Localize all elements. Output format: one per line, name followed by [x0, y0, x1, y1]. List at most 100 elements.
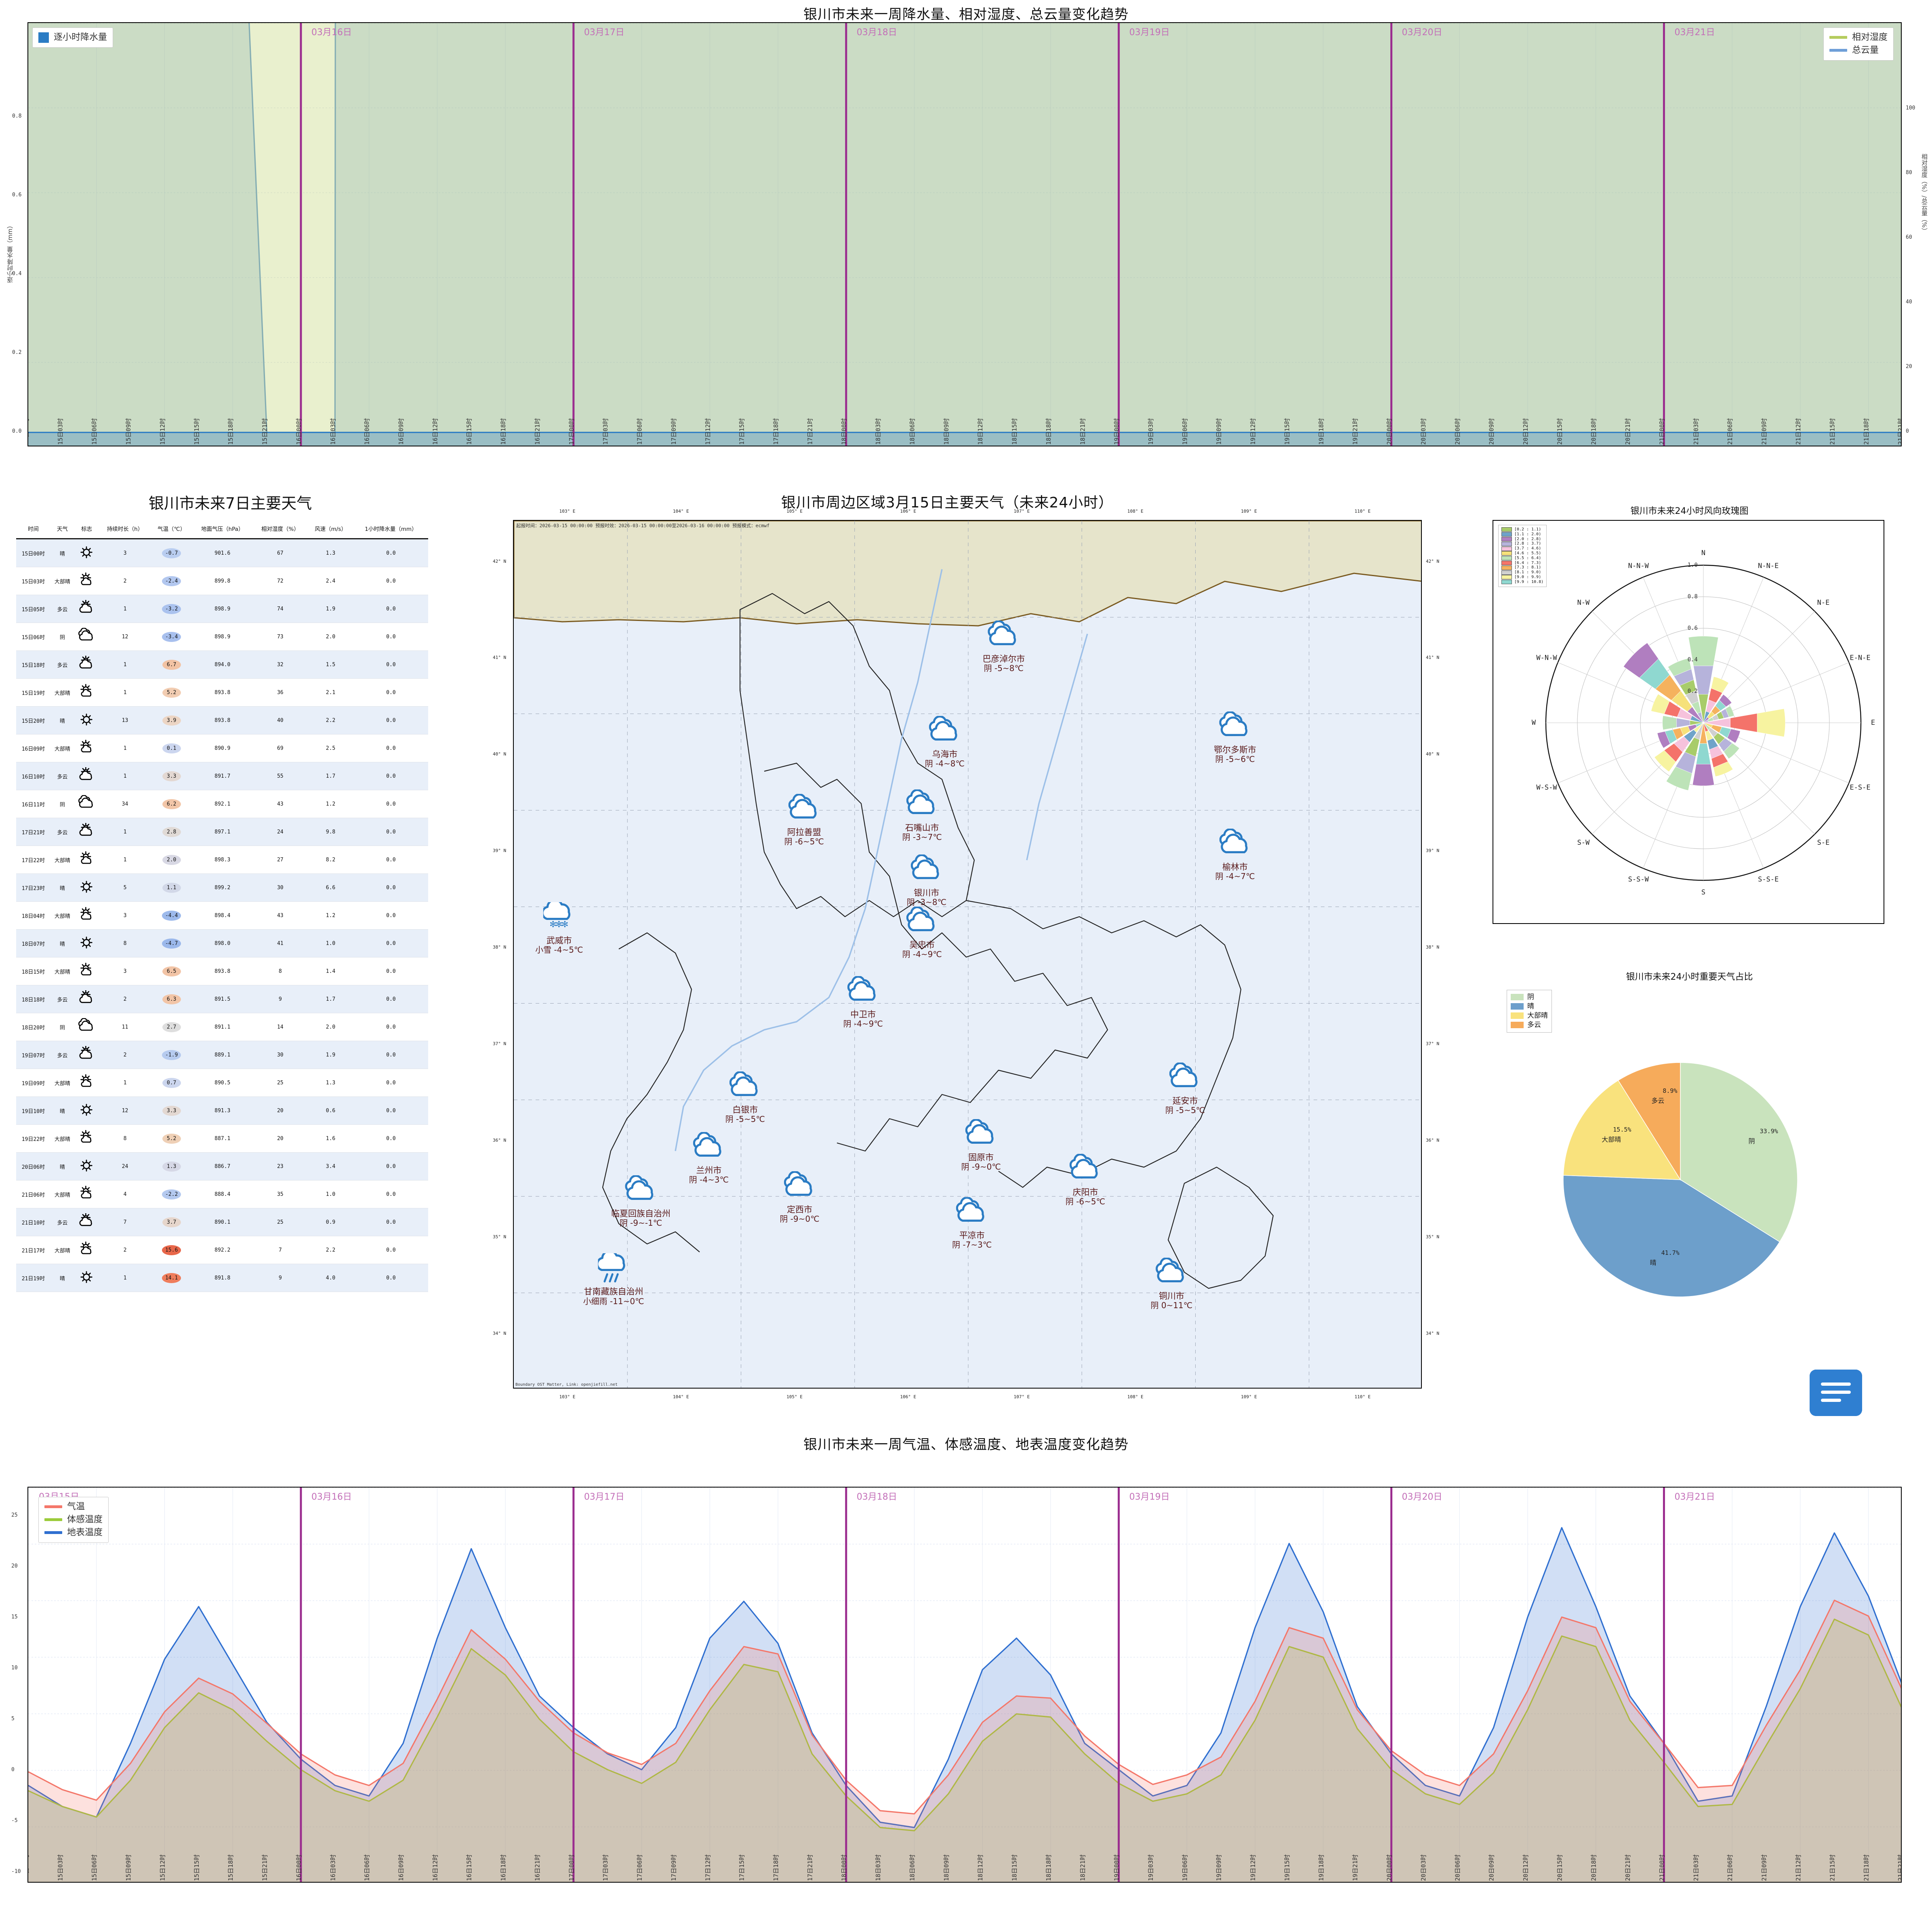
svg-text:1.0: 1.0 [1688, 562, 1698, 568]
map-city-marker[interactable]: 中卫市阴 -4~9℃ [843, 975, 883, 1029]
table-row[interactable]: 18日18时 多云 2 6.3 891.5 9 1.7 0.0 [16, 985, 428, 1013]
precipitation-humidity-cloud-panel: 银川市未来一周降水量、相对湿度、总云量变化趋势 逐小时降水量（mm） 相对湿度（… [0, 0, 1932, 483]
pie-legend-row[interactable]: 大部晴 [1511, 1011, 1548, 1021]
weather-sun-cloud-icon [74, 734, 99, 762]
table-row[interactable]: 20日06时晴 24 1.3 886.7 23 3.4 0.0 [16, 1152, 428, 1181]
map-city-marker[interactable]: 临夏回族自治州阴 -9~-1℃ [611, 1175, 671, 1228]
table-row[interactable]: 16日09时 大部晴 1 0.1 890.9 69 2.5 0.0 [16, 734, 428, 762]
table-row[interactable]: 21日17时 大部晴 2 15.6 892.2 7 2.2 0.0 [16, 1236, 428, 1264]
table-row[interactable]: 17日23时晴 5 1.1 899.2 30 6.6 0.0 [16, 873, 428, 902]
svg-text:15日09时: 15日09时 [125, 418, 132, 445]
wind-bin-label: [5.5 : 6.4) [1514, 556, 1541, 560]
map-lon-tick: 105° E [786, 1394, 803, 1399]
cell-temperature: -3.2 [151, 595, 192, 623]
map-city-marker[interactable]: 铜川市阴 0~11℃ [1150, 1257, 1192, 1310]
pie-legend-row[interactable]: 晴 [1511, 1002, 1548, 1011]
map-city-marker[interactable]: 兰州市阴 -4~3℃ [689, 1131, 729, 1185]
document-badge-icon[interactable] [1810, 1370, 1862, 1416]
map-city-marker[interactable]: 延安市阴 -5~5℃ [1165, 1062, 1205, 1115]
map-city-marker[interactable]: 平凉市阴 -7~3℃ [952, 1196, 992, 1250]
svg-text:17日09时: 17日09时 [670, 418, 677, 445]
map-city-marker[interactable]: 甘南藏族自治州 小细雨 -11~0℃ [583, 1250, 644, 1306]
table-row[interactable]: 18日20时阴 11 2.7 891.1 14 2.0 0.0 [16, 1013, 428, 1041]
svg-text:21日12时: 21日12时 [1795, 418, 1802, 445]
top-chart-legend[interactable]: 相对湿度 总云量 [1823, 27, 1894, 61]
map-city-marker[interactable]: 阿拉善盟阴 -6~5℃ [784, 793, 824, 846]
map-city-marker[interactable]: 白银市阴 -5~5℃ [725, 1071, 765, 1124]
table-row[interactable]: 21日10时 多云 7 3.7 890.1 25 0.9 0.0 [16, 1208, 428, 1236]
map-city-marker[interactable]: 庆阳市阴 -6~5℃ [1066, 1153, 1105, 1206]
map-lat-tick: 36° N [1426, 1137, 1440, 1143]
temperature-legend[interactable]: 气温 体感温度 地表温度 [38, 1497, 109, 1543]
table-row[interactable]: 16日10时 多云 1 3.3 891.7 55 1.7 0.0 [16, 762, 428, 790]
pie-legend-row[interactable]: 阴 [1511, 993, 1548, 1002]
table-row[interactable]: 15日05时 多云 1 -3.2 898.9 74 1.9 0.0 [16, 595, 428, 623]
svg-text:21日00时: 21日00时 [1659, 1854, 1666, 1881]
table-row[interactable]: 21日06时 大部晴 4 -2.2 888.4 35 1.0 0.0 [16, 1180, 428, 1208]
svg-text:03月18日: 03月18日 [857, 1492, 897, 1502]
precip-legend[interactable]: 逐小时降水量 [32, 27, 114, 48]
map-city-name: 固原市 [968, 1152, 994, 1162]
map-city-marker[interactable]: 榆林市阴 -4~7℃ [1215, 828, 1255, 881]
wind-rose-plot[interactable]: N N-N-E N-E E-N-E E E-S-E S-E S-S-E S S-S-W S-W W-S… [1493, 520, 1884, 924]
bottom-chart-plot[interactable]: 03月15日03月16日03月17日03月18日03月19日03月20日03月2… [27, 1487, 1902, 1883]
map-city-marker[interactable]: 吴忠市阴 -4~9℃ [902, 906, 942, 959]
map-city-marker[interactable]: 乌海市阴 -4~8℃ [925, 715, 965, 768]
cell-time: 21日10时 [16, 1208, 50, 1236]
table-row[interactable]: 18日07时晴 8 -4.7 898.0 41 1.0 0.0 [16, 929, 428, 957]
map-credit: Boundary OST Matter, Link: openjiefill.n… [515, 1383, 618, 1387]
table-row[interactable]: 15日00时晴 3 -0.7 901.6 67 1.3 0.0 [16, 539, 428, 567]
top-chart-plot[interactable]: 03月15日03月16日03月17日03月18日03月19日03月20日03月2… [27, 22, 1902, 446]
pie-legend[interactable]: 阴晴大部晴 多云 [1507, 990, 1552, 1033]
table-row[interactable]: 15日03时 大部晴 2 -2.4 899.8 72 2.4 0.0 [16, 567, 428, 595]
svg-text:19日15时: 19日15时 [1284, 1854, 1291, 1881]
wind-bin-swatch [1501, 527, 1512, 532]
table-row[interactable]: 17日21时 多云 1 2.8 897.1 24 9.8 0.0 [16, 818, 428, 846]
table-row[interactable]: 19日09时 大部晴 1 0.7 890.5 25 1.3 0.0 [16, 1069, 428, 1097]
cell-precip: 0.0 [353, 1180, 428, 1208]
svg-text:19日12时: 19日12时 [1249, 1854, 1257, 1881]
table-row[interactable]: 18日15时 大部晴 3 6.5 893.8 8 1.4 0.0 [16, 957, 428, 985]
map-city-marker[interactable]: 巴彦淖尔市阴 -5~8℃ [982, 620, 1025, 673]
table-row[interactable]: 15日18时 多云 1 6.7 894.0 32 1.5 0.0 [16, 650, 428, 679]
weather-cloud-icon [611, 1175, 671, 1209]
weather-table[interactable]: 时间 天气 标志 持续时长（h） 气温（℃） 地面气压（hPa） 相对湿度（%） 风速（m/s… [16, 522, 428, 1292]
cell-duration: 1 [99, 846, 151, 874]
table-row[interactable]: 15日06时阴 12 -3.4 898.9 73 2.0 0.0 [16, 623, 428, 651]
table-row[interactable]: 18日04时 大部晴 3 -4.4 898.4 43 1.2 0.0 [16, 901, 428, 930]
map-city-marker[interactable]: 定西市阴 -9~0℃ [780, 1170, 820, 1224]
pie-legend-label: 晴 [1527, 1002, 1534, 1010]
svg-text:15日03时: 15日03时 [57, 1854, 64, 1881]
svg-text:19日09时: 19日09时 [1215, 1854, 1223, 1881]
map-city-marker[interactable]: 银川市阴 -3~8℃ [907, 854, 946, 907]
map-city-marker[interactable]: 石嘴山市阴 -3~7℃ [902, 789, 942, 842]
cell-precip: 0.0 [353, 1069, 428, 1097]
map-city-marker[interactable]: ✻ ✻ ✻ 武威市 小雪 -4~5℃ [535, 899, 583, 955]
pie-legend-row[interactable]: 多云 [1511, 1021, 1548, 1030]
table-row[interactable]: 19日07时 多云 2 -1.9 889.1 30 1.9 0.0 [16, 1041, 428, 1069]
svg-text:18日03时: 18日03时 [875, 418, 882, 445]
map-lat-tick: 41° N [493, 655, 507, 661]
table-row[interactable]: 19日10时晴 12 3.3 891.3 20 0.6 0.0 [16, 1096, 428, 1125]
svg-text:W-N-W: W-N-W [1536, 654, 1557, 662]
table-row[interactable]: 17日22时 大部晴 1 2.0 898.3 27 8.2 0.0 [16, 846, 428, 874]
svg-text:18日15时: 18日15时 [1011, 1854, 1018, 1881]
table-row[interactable]: 15日19时 大部晴 1 5.2 893.8 36 2.1 0.0 [16, 678, 428, 707]
table-row[interactable]: 21日19时晴 1 14.1 891.8 9 4.0 0.0 [16, 1264, 428, 1292]
weather-sun-cloud-icon [74, 901, 99, 930]
table-row[interactable]: 19日22时 大部晴 8 5.2 887.1 20 1.6 0.0 [16, 1124, 428, 1153]
map-city-marker[interactable]: 固原市阴 -9~0℃ [961, 1118, 1001, 1172]
cell-time: 19日10时 [16, 1096, 50, 1125]
table-row[interactable]: 15日20时晴 13 3.9 893.8 40 2.2 0.0 [16, 706, 428, 734]
table-row[interactable]: 16日11时阴 34 6.2 892.1 43 1.2 0.0 [16, 790, 428, 818]
map-lon-tick: 106° E [900, 1394, 917, 1399]
table-body[interactable]: 15日00时晴 3 -0.7 901.6 67 1.3 0.0 15日03时 大部晴 2 -2.4 8… [16, 539, 428, 1292]
map-canvas[interactable]: 起报时间：2026-03-15 00:00:00 预报时效：2026-03-15… [513, 520, 1422, 1389]
map-city-marker[interactable]: 鄂尔多斯市阴 -5~6℃ [1214, 711, 1256, 764]
map-city-name: 巴彦淖尔市 [982, 654, 1025, 664]
map-lon-tick: 107° E [1013, 1394, 1030, 1399]
wind-speed-legend[interactable]: [0.2 : 1.1) [1.1 : 2.0) [2.0 : 2.8) [2.8 : … [1498, 525, 1547, 587]
wind-bin-label: [0.2 : 1.1) [1514, 527, 1541, 532]
map-city-condition: 阴 -4~9℃ [843, 1018, 883, 1029]
temperature-pill: 2.8 [162, 827, 181, 837]
